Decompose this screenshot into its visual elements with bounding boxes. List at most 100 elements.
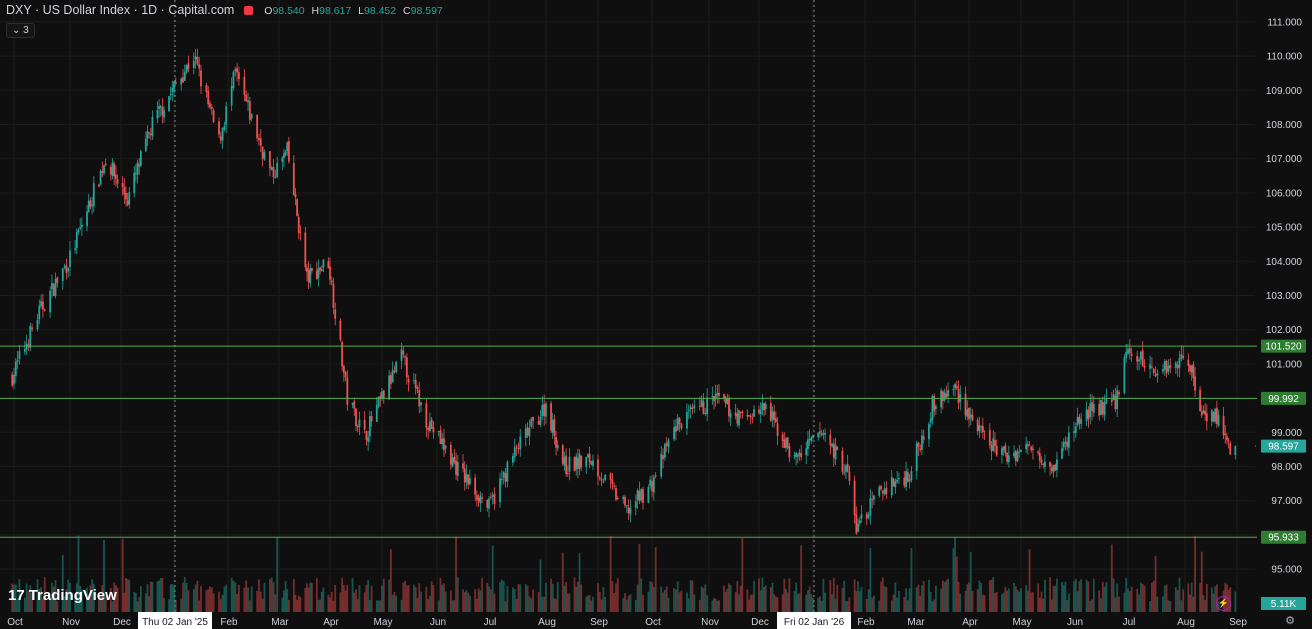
volume-bar: [676, 581, 679, 612]
level-price-label-bg: [1261, 339, 1306, 353]
candle-body: [1020, 449, 1022, 452]
volume-bar: [665, 586, 668, 612]
candle-body: [771, 411, 774, 420]
volume-bar: [243, 587, 246, 612]
volume-bar: [551, 583, 554, 612]
volume-bar: [92, 583, 95, 612]
volume-bar: [781, 594, 784, 612]
candle-body: [368, 416, 371, 437]
candle-body: [138, 164, 141, 167]
candle-body: [389, 375, 392, 385]
candle-body: [42, 301, 44, 310]
bolt-icon[interactable]: ⚡: [1216, 596, 1231, 611]
price-tick-label: 101.000: [1266, 359, 1303, 370]
candle-body: [258, 138, 260, 140]
time-tick-label: Aug: [1177, 617, 1195, 628]
candle-body: [13, 374, 15, 385]
candle-body: [675, 425, 677, 432]
volume-bar: [609, 535, 612, 612]
candle-body: [420, 402, 422, 406]
candle-body: [16, 359, 19, 362]
candle-body: [676, 417, 679, 430]
volume-bar: [869, 548, 872, 612]
volume-bar: [1199, 582, 1201, 612]
volume-bar: [491, 545, 494, 612]
candle-body: [296, 199, 298, 216]
candle-body: [297, 216, 300, 233]
candle-body: [1139, 351, 1142, 360]
volume-bar: [945, 580, 948, 612]
time-tick-label: Jul: [484, 617, 497, 628]
candle-body: [144, 138, 147, 151]
time-tick-label: Sep: [590, 617, 608, 628]
volume-bar: [365, 584, 368, 612]
candle-body: [1064, 441, 1067, 444]
horizontal-levels[interactable]: [0, 345, 1261, 538]
candle-body: [158, 106, 160, 110]
volume-bar: [700, 586, 703, 612]
candle-body: [223, 125, 226, 130]
volume-bar: [1138, 594, 1140, 612]
gear-icon[interactable]: ⚙: [1285, 615, 1295, 627]
volume-bar: [585, 596, 588, 612]
candle-body: [556, 444, 559, 449]
volume-bar: [453, 600, 456, 612]
candle-body: [1062, 442, 1065, 448]
time-tick-label: Mar: [907, 617, 925, 628]
volume-bar: [416, 598, 419, 612]
volume-bar: [1002, 592, 1005, 612]
volume-bar: [1112, 578, 1115, 612]
volume-bar: [126, 579, 129, 612]
candle-body: [304, 232, 307, 267]
candle-body: [11, 374, 14, 386]
volume-bar: [587, 595, 589, 612]
volume-bar: [718, 600, 720, 612]
candle-body: [248, 101, 251, 120]
volume-bar: [245, 580, 248, 612]
volume-bar: [382, 578, 385, 612]
volume-bar: [481, 577, 483, 612]
time-tick-label: Jul: [1123, 617, 1136, 628]
candle-body: [841, 450, 844, 472]
candle-body: [139, 151, 142, 166]
volume-bar: [716, 600, 719, 612]
volume-bar: [258, 579, 260, 612]
candle-body: [1103, 402, 1106, 416]
candle-body: [665, 442, 668, 446]
candle-body: [880, 486, 882, 490]
candle-body: [1187, 359, 1190, 366]
volume-bar: [418, 583, 421, 612]
candle-body: [439, 430, 442, 444]
volume-bar: [1189, 594, 1191, 612]
volume-bar: [429, 595, 431, 612]
candle-body: [832, 443, 835, 458]
candle-body: [919, 448, 922, 450]
price-axis-bg: [1257, 0, 1312, 612]
volume-bar: [261, 598, 264, 612]
symbol-title[interactable]: DXY · US Dollar Index · 1D · Capital.com: [6, 3, 235, 17]
candle-body: [79, 227, 82, 229]
volume-bar: [25, 583, 28, 612]
volume-bar: [543, 596, 546, 612]
tradingview-logo[interactable]: 17 TradingView: [8, 587, 117, 604]
candle-body: [381, 391, 383, 399]
candle-body: [1123, 357, 1126, 393]
price-axis[interactable]: 95.00096.00097.00098.00099.000100.000101…: [1257, 0, 1312, 612]
volume-bar: [87, 594, 90, 612]
volume-bar: [425, 586, 428, 612]
volume-bar: [748, 599, 750, 612]
time-axis[interactable]: Oct Nov Dec Thu 02 Jan '25 Feb Mar Apr May Jun Ju…: [0, 612, 1312, 629]
high-key: H: [311, 5, 320, 17]
candle-body: [400, 349, 403, 361]
candle-body: [467, 474, 470, 485]
indicators-toggle[interactable]: ⌄ 3: [6, 23, 35, 38]
volume-bar: [1006, 590, 1009, 612]
volume-bar: [556, 582, 559, 612]
volume-bar: [1066, 600, 1069, 612]
volume-bar: [14, 584, 17, 612]
volume-bar: [81, 589, 83, 612]
candle-body: [625, 505, 628, 507]
volume-bar: [74, 595, 76, 612]
volume-bar: [504, 601, 507, 612]
